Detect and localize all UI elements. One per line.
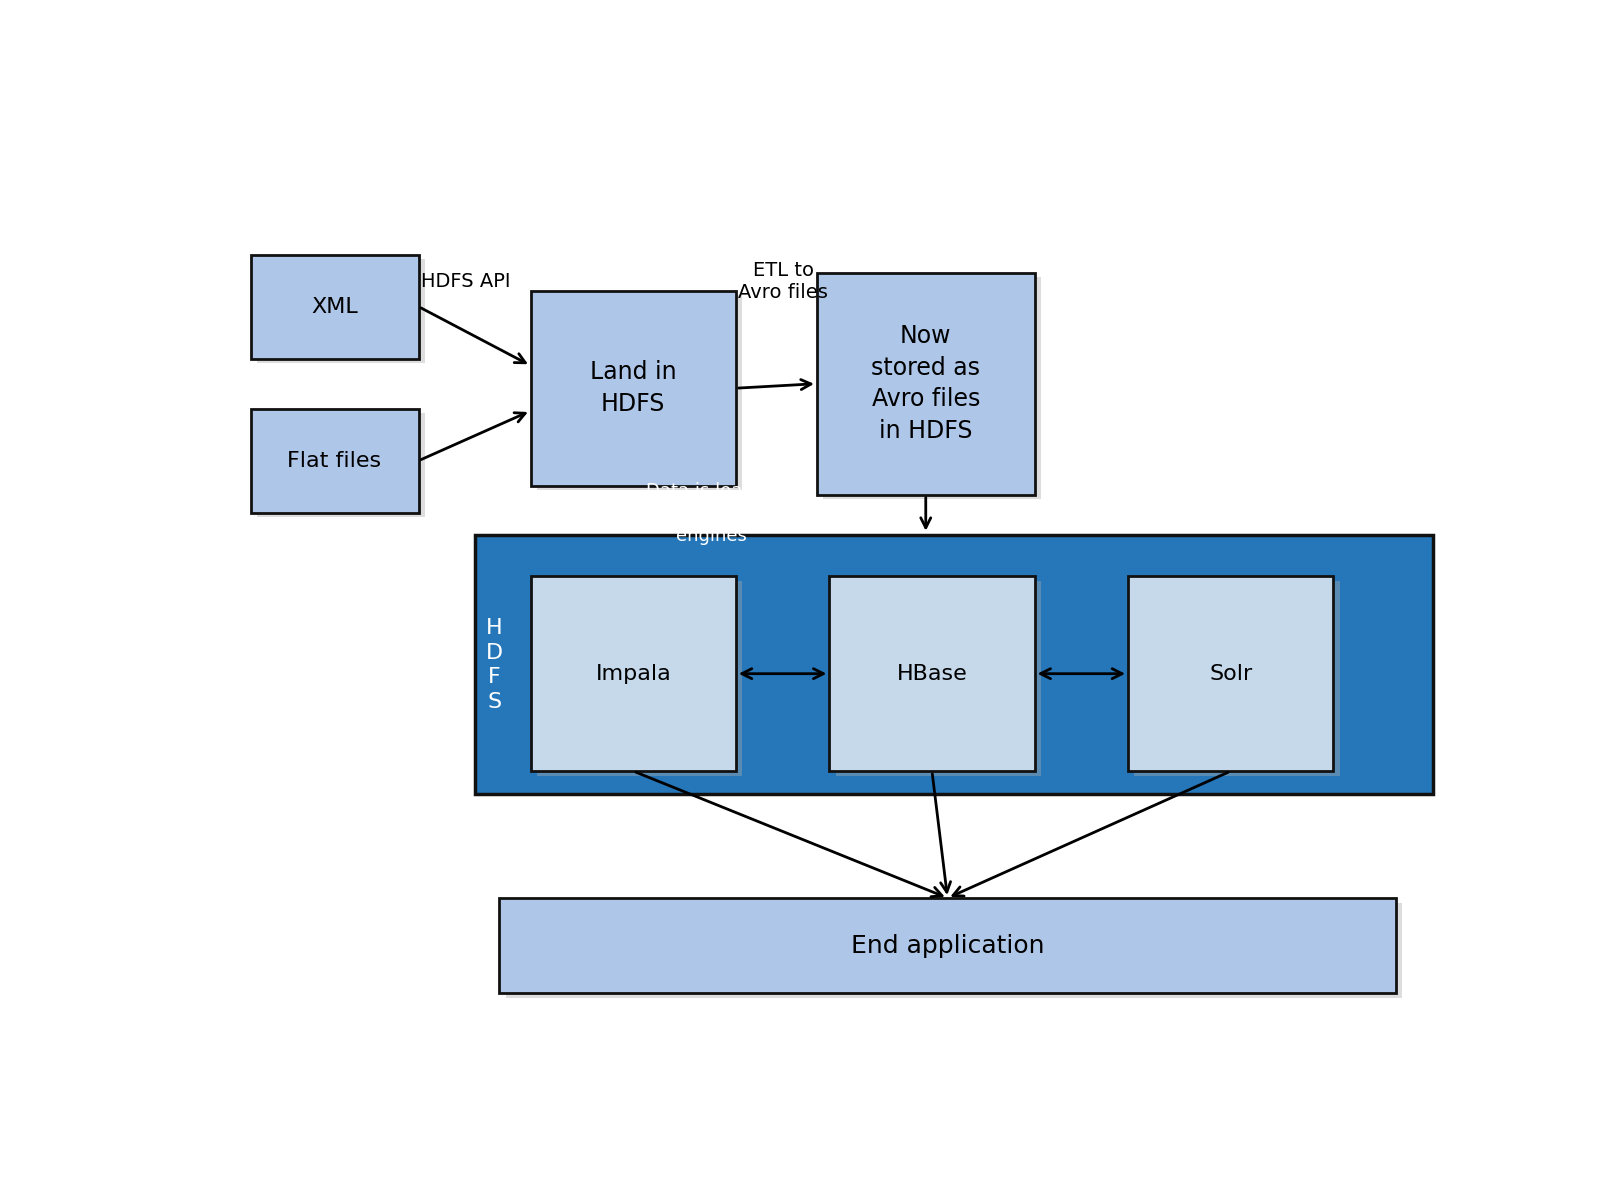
FancyBboxPatch shape <box>257 259 424 364</box>
FancyBboxPatch shape <box>817 273 1034 494</box>
Text: HBase: HBase <box>896 664 966 684</box>
Text: HDFS API: HDFS API <box>421 272 510 291</box>
FancyBboxPatch shape <box>835 580 1040 776</box>
Text: Impala: Impala <box>595 664 671 684</box>
FancyBboxPatch shape <box>250 254 419 359</box>
FancyBboxPatch shape <box>536 295 742 490</box>
Text: Land in
HDFS: Land in HDFS <box>589 360 676 415</box>
FancyBboxPatch shape <box>536 580 742 776</box>
Text: H
D
F
S: H D F S <box>486 618 502 712</box>
Text: ETL to
Avro files: ETL to Avro files <box>738 261 828 302</box>
FancyBboxPatch shape <box>475 536 1432 793</box>
Text: Now
stored as
Avro files
in HDFS: Now stored as Avro files in HDFS <box>872 325 979 443</box>
FancyBboxPatch shape <box>250 408 419 513</box>
FancyBboxPatch shape <box>1133 580 1339 776</box>
FancyBboxPatch shape <box>499 898 1395 993</box>
FancyBboxPatch shape <box>828 577 1034 771</box>
FancyBboxPatch shape <box>530 291 735 486</box>
FancyBboxPatch shape <box>257 413 424 518</box>
FancyBboxPatch shape <box>823 278 1040 499</box>
Text: XML: XML <box>311 297 358 317</box>
Text: Data is loaded
into different
engines: Data is loaded into different engines <box>645 483 775 545</box>
FancyBboxPatch shape <box>506 903 1401 998</box>
FancyBboxPatch shape <box>1127 577 1332 771</box>
Text: Flat files: Flat files <box>287 451 382 471</box>
FancyBboxPatch shape <box>530 577 735 771</box>
Text: End application: End application <box>851 933 1043 958</box>
Text: Solr: Solr <box>1209 664 1252 684</box>
